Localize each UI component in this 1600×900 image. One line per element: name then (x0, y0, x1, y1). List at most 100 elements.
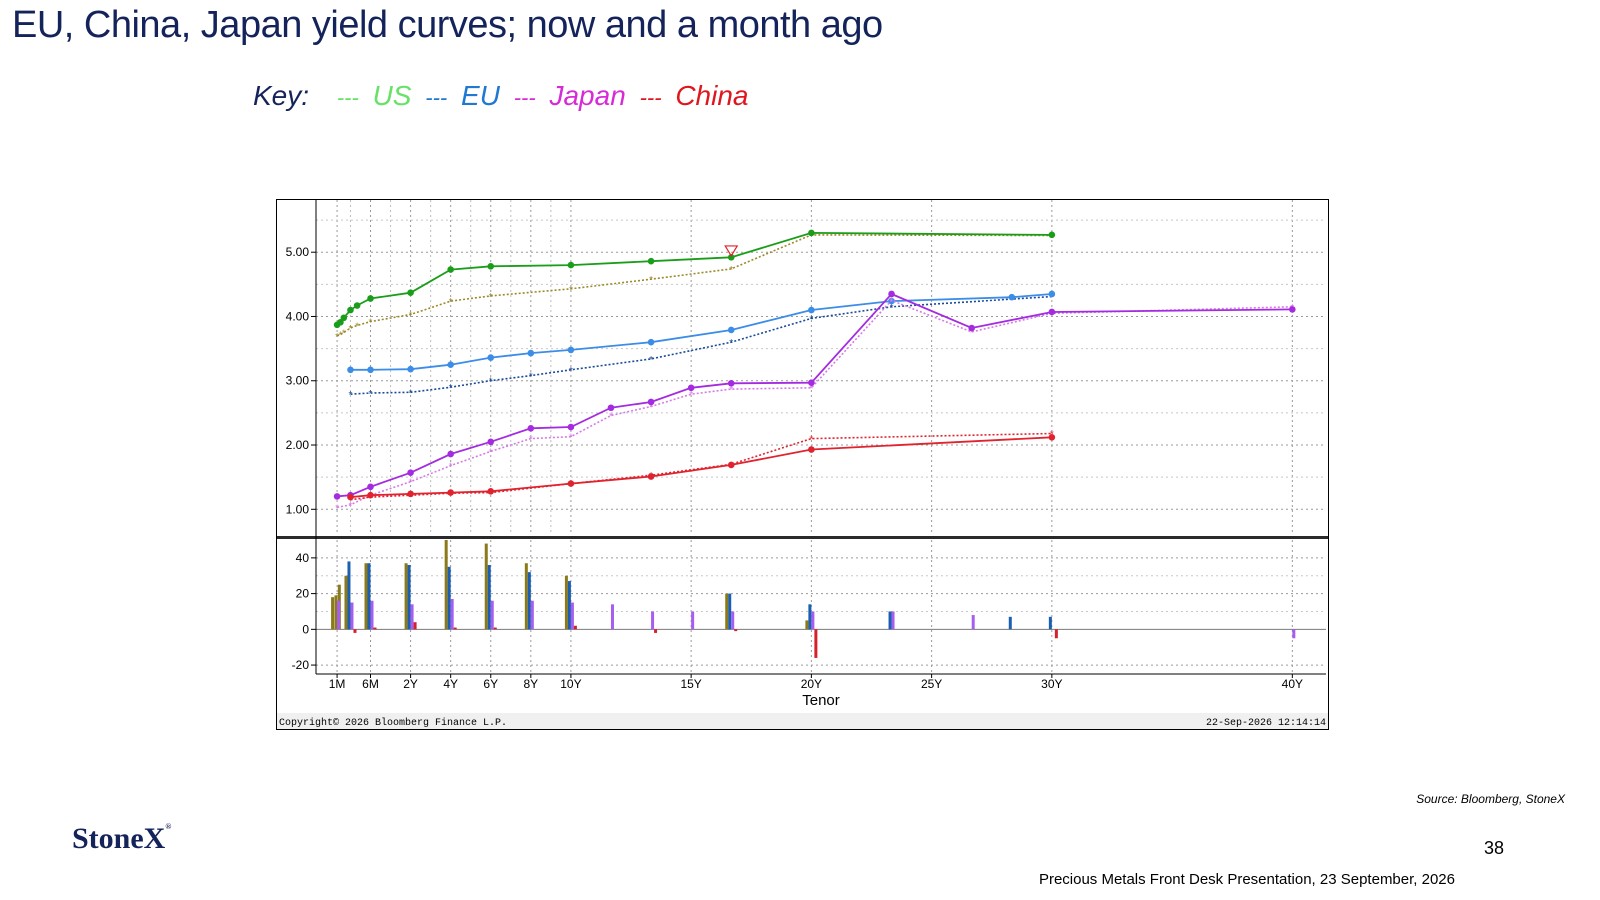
series-japan-prior-marker-5: * (489, 447, 493, 458)
bar-japan-15 (1292, 629, 1296, 639)
series-eu-now-point-8 (727, 326, 735, 334)
series-us-now-point-3 (347, 306, 354, 314)
series-us-now-point-7 (447, 266, 454, 273)
chart-timestamp: 22-Sep-2026 12:14:14 (1206, 718, 1326, 729)
bar-china-6 (654, 629, 658, 633)
series-us-now-point-5 (367, 295, 374, 302)
key-japan-dash: --- (513, 85, 536, 110)
series-us-now-point-4 (353, 302, 361, 309)
x-tick-label-5: 8Y (523, 677, 538, 691)
bar-japan-13 (891, 611, 895, 630)
series-china-now-point-4 (487, 487, 495, 495)
series-china-now-point-8 (808, 446, 815, 453)
series-eu-now-point-6 (567, 346, 575, 354)
series-us-prior-marker-5: * (369, 318, 373, 329)
series-us-now-point-2 (340, 314, 348, 322)
series-japan-prior-marker-11: * (729, 385, 733, 396)
bar-china-2 (413, 622, 417, 630)
bar-eu-6 (567, 581, 571, 630)
series-japan-now-point-5 (487, 438, 495, 446)
series-eu-now-point-1 (367, 366, 374, 374)
series-eu-now-point-4 (487, 354, 495, 361)
series-eu-prior-marker-7: * (649, 355, 653, 366)
key-label: Key: (253, 80, 310, 111)
series-china-prior-marker-1: * (369, 493, 373, 504)
panel-separator (277, 536, 1328, 539)
key-eu-dash: --- (425, 85, 448, 110)
bar-us-9 (564, 575, 568, 630)
series-japan-now-point-8 (607, 404, 615, 412)
bar-eu-0 (347, 561, 351, 630)
series-china-now-point-6 (647, 473, 655, 480)
series-eu-now-point-11 (1008, 293, 1016, 301)
series-china-now-point-3 (447, 489, 454, 496)
bar-eu-9 (888, 611, 892, 630)
footer-text: Precious Metals Front Desk Presentation,… (1038, 871, 1455, 888)
series-eu-now-point-5 (527, 349, 535, 357)
chart-footer-bar (277, 713, 1328, 729)
bar-eu-7 (728, 593, 732, 630)
bar-japan-5 (490, 600, 494, 630)
series-japan-now-point-15 (1048, 308, 1056, 316)
series-us-prior-marker-1: * (338, 330, 342, 341)
series-us-prior-line (336, 234, 1052, 337)
bottom-ytick-label-3: 40 (296, 551, 310, 565)
series-japan-prior-marker-6: * (529, 435, 533, 446)
bar-japan-12 (811, 611, 815, 630)
series-japan-prior-marker-0: * (335, 503, 339, 514)
key-china-label: China (675, 80, 749, 111)
yield-curve-chart: 1.00 2.00 3.00 4.00 5.00 * * * * * * * * * * * * * * * * * * * *… (276, 199, 1329, 730)
bar-china-8 (814, 629, 818, 658)
bar-eu-2 (407, 565, 411, 630)
series-japan-prior-marker-12: * (809, 384, 813, 395)
bar-us-4 (364, 563, 368, 630)
bar-eu-5 (527, 572, 531, 630)
bar-japan-0 (337, 600, 341, 630)
bar-china-1 (373, 627, 377, 630)
bar-us-7 (484, 543, 488, 630)
series-china-now-point-0 (347, 493, 354, 501)
key-eu-label: EU (461, 80, 500, 111)
series-us-prior-marker-10: * (649, 275, 653, 286)
series-japan-now-point-4 (447, 450, 454, 458)
key-us-label: US (372, 80, 412, 111)
bar-eu-3 (447, 566, 451, 630)
series-us-prior-marker-8: * (489, 292, 493, 303)
bar-eu-10 (1008, 616, 1012, 630)
top-ytick-label-3: 4.00 (286, 309, 310, 323)
x-tick-label-1: 6M (362, 677, 379, 691)
bar-china-4 (493, 627, 497, 630)
series-us-prior-marker-11: * (729, 265, 733, 276)
series-china-now-point-9 (1048, 434, 1056, 441)
series-eu-prior-marker-8: * (729, 338, 733, 349)
bottom-ytick-label-2: 20 (296, 587, 310, 601)
series-us-prior-marker-3: * (349, 324, 353, 335)
bar-us-10 (725, 593, 729, 630)
bar-us-1 (334, 595, 338, 630)
series-japan-now-point-6 (527, 425, 535, 432)
series-japan-prior-marker-13: * (890, 296, 894, 307)
chart-key: Key: --- US --- EU --- Japan --- China (253, 80, 755, 112)
series-us-prior-marker-2: * (342, 329, 346, 340)
bar-japan-3 (410, 604, 414, 630)
bar-japan-9 (651, 611, 655, 630)
series-china-now-point-1 (367, 491, 374, 499)
key-japan-label: Japan (549, 80, 626, 111)
source-note: Source: Bloomberg, StoneX (1416, 792, 1565, 806)
bar-japan-7 (570, 602, 574, 630)
series-us-now-point-6 (407, 289, 414, 296)
series-eu-now-point-7 (647, 338, 655, 346)
x-tick-label-10: 30Y (1041, 677, 1062, 691)
bar-japan-6 (530, 600, 534, 630)
series-japan-prior-marker-8: * (609, 411, 613, 422)
chart-svg: 1.002.003.004.005.00* * * * * *** ****** * * ** **… (277, 200, 1328, 729)
series-china-now-point-5 (567, 480, 575, 487)
key-china-dash: --- (639, 85, 662, 110)
series-us-now-point-8 (487, 263, 495, 270)
series-eu-prior-line (350, 295, 1052, 395)
chart-copyright: Copyright© 2026 Bloomberg Finance L.P. (279, 717, 507, 729)
series-eu-now-point-9 (808, 306, 815, 314)
series-us-prior-marker-4: * (355, 321, 359, 332)
x-tick-label-0: 1M (329, 677, 346, 691)
bar-china-9 (1054, 629, 1058, 639)
